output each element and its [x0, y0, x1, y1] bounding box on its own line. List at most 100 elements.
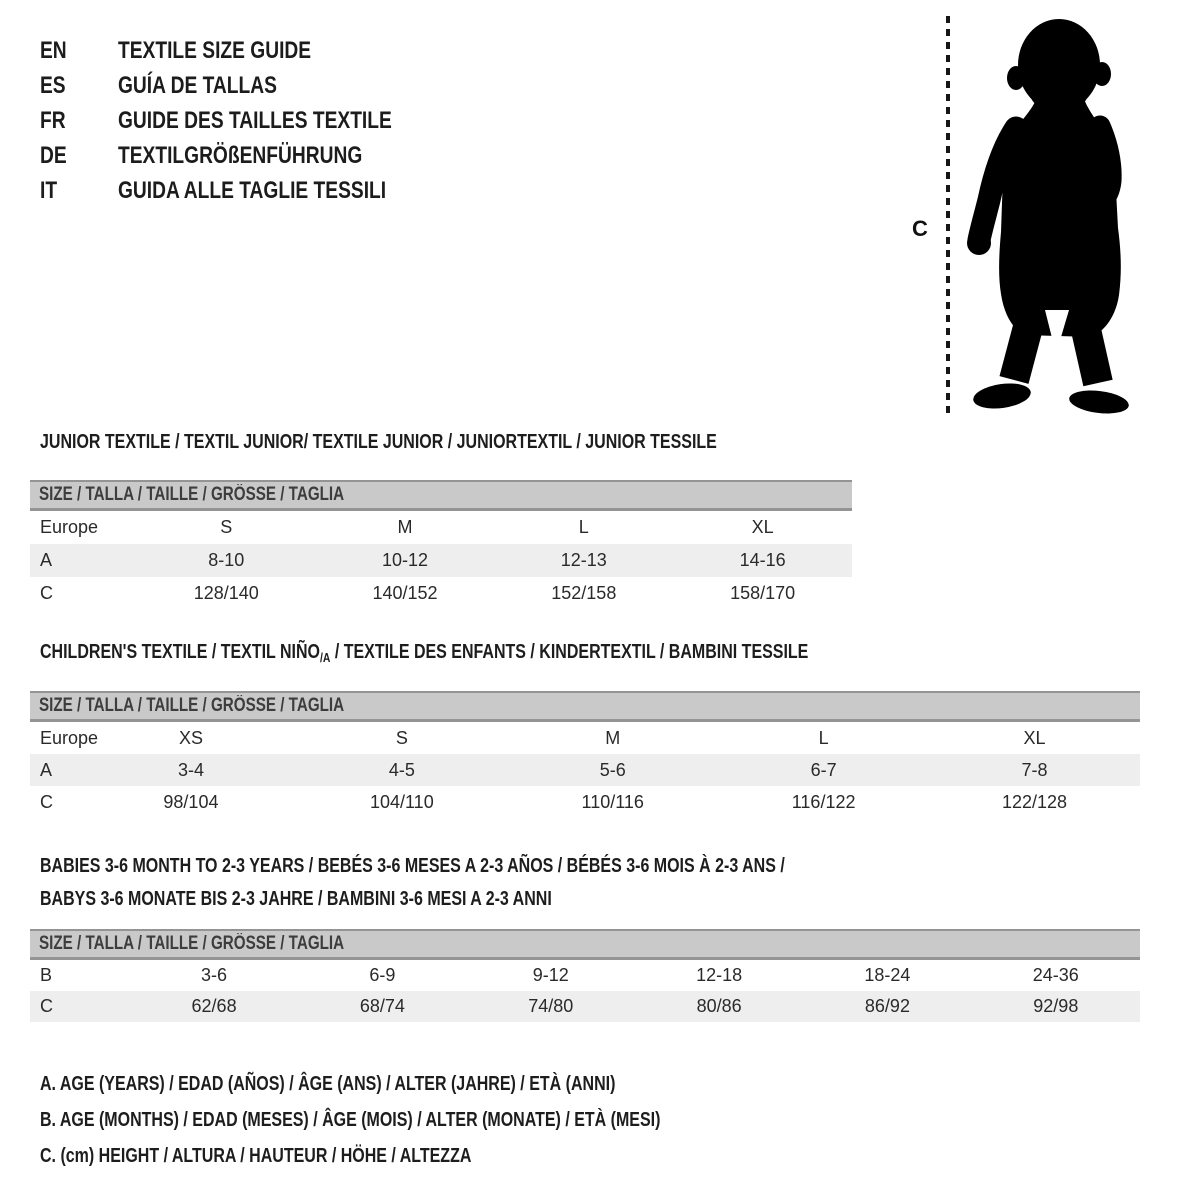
size-header-label: SIZE / TALLA / TAILLE / GRÖSSE / TAGLIA [39, 484, 345, 505]
language-code: DE [40, 141, 67, 169]
size-value: 158/170 [730, 583, 796, 603]
size-value: 74/80 [528, 996, 574, 1016]
table-row: A 8-10 10-12 12-13 14-16 [30, 544, 852, 577]
children-title-post: / TEXTILE DES ENFANTS / KINDERTEXTIL / B… [330, 641, 809, 663]
table-row: C 98/104 104/110 110/116 116/122 122/128 [30, 786, 1140, 818]
size-table: Europe S M L XL A 8-10 10-12 12-13 14-16 C 128/140 1… [30, 511, 852, 610]
legend-b-text: B. AGE (MONTHS) / EDAD (MESES) / ÂGE (MO… [40, 1108, 661, 1131]
legend-c-text: C. (cm) HEIGHT / ALTURA / HAUTEUR / HÖHE… [40, 1144, 472, 1167]
size-value: 14-16 [739, 550, 786, 570]
junior-section-title: JUNIOR TEXTILE / TEXTIL JUNIOR/ TEXTILE … [40, 431, 886, 454]
size-value: XS [178, 727, 203, 748]
language-code: FR [40, 106, 66, 134]
row-label: Europe [40, 727, 99, 748]
size-value: 110/116 [581, 791, 644, 812]
legend-a-text: A. AGE (YEARS) / EDAD (AÑOS) / ÂGE (ANS)… [40, 1072, 616, 1095]
toddler-silhouette [966, 14, 1140, 416]
size-value: 80/86 [696, 996, 742, 1016]
guide-title: GUIDA ALLE TAGLIE TESSILI [118, 176, 387, 204]
size-value: 3-6 [201, 965, 228, 985]
size-value: 4-5 [388, 759, 415, 780]
row-label: C [40, 996, 53, 1016]
size-value: 152/158 [551, 583, 617, 603]
height-measure-dashed-line [946, 16, 950, 414]
children-size-table: SIZE / TALLA / TAILLE / GRÖSSE / TAGLIA … [30, 691, 1140, 818]
size-header-bar: SIZE / TALLA / TAILLE / GRÖSSE / TAGLIA [30, 480, 852, 511]
legend: A. AGE (YEARS) / EDAD (AÑOS) / ÂGE (ANS)… [40, 1066, 816, 1174]
size-value: 122/128 [1001, 791, 1068, 812]
size-value: M [397, 517, 413, 537]
size-value: 18-24 [864, 965, 911, 985]
size-header-label: SIZE / TALLA / TAILLE / GRÖSSE / TAGLIA [39, 695, 345, 716]
size-value: 86/92 [864, 996, 910, 1016]
size-value: 92/98 [1033, 996, 1079, 1016]
size-value: 8-10 [208, 550, 245, 570]
junior-size-table: SIZE / TALLA / TAILLE / GRÖSSE / TAGLIA … [30, 480, 852, 610]
table-row: Europe S M L XL [30, 511, 852, 544]
size-value: 12-13 [560, 550, 607, 570]
size-value: XL [751, 517, 774, 537]
toddler-silhouette-icon [967, 19, 1129, 414]
legend-line-a: A. AGE (YEARS) / EDAD (AÑOS) / ÂGE (ANS)… [40, 1066, 816, 1102]
size-value: 24-36 [1032, 965, 1079, 985]
row-label: C [40, 583, 53, 603]
language-code: ES [40, 71, 66, 99]
size-value: 6-9 [369, 965, 396, 985]
size-value: 5-6 [599, 759, 626, 780]
size-value: XL [1023, 727, 1046, 748]
guide-title: GUÍA DE TALLAS [118, 71, 277, 99]
language-row: IT GUIDA ALLE TAGLIE TESSILI [40, 173, 460, 208]
row-label: Europe [40, 517, 99, 537]
size-value: 7-8 [1021, 759, 1048, 780]
table-row: Europe XS S M L XL [30, 722, 1140, 754]
babies-section-title: BABIES 3-6 MONTH TO 2-3 YEARS / BEBÉS 3-… [40, 850, 971, 916]
guide-title: GUIDE DES TAILLES TEXTILE [118, 106, 392, 134]
legend-line-b: B. AGE (MONTHS) / EDAD (MESES) / ÂGE (MO… [40, 1102, 816, 1138]
language-code: EN [40, 36, 67, 64]
table-row: B 3-6 6-9 9-12 12-18 18-24 24-36 [30, 960, 1140, 991]
language-title-list: EN TEXTILE SIZE GUIDE ES GUÍA DE TALLAS … [40, 33, 460, 208]
language-row: EN TEXTILE SIZE GUIDE [40, 33, 460, 68]
size-value: M [605, 727, 621, 748]
babies-title-line1: BABIES 3-6 MONTH TO 2-3 YEARS / BEBÉS 3-… [40, 855, 785, 877]
guide-title: TEXTILE SIZE GUIDE [118, 36, 312, 64]
height-measure-label: C [912, 216, 928, 241]
row-label: A [40, 759, 53, 780]
junior-title-text: JUNIOR TEXTILE / TEXTIL JUNIOR/ TEXTILE … [40, 431, 717, 453]
size-header-label: SIZE / TALLA / TAILLE / GRÖSSE / TAGLIA [39, 933, 345, 954]
children-title-text: CHILDREN'S TEXTILE / TEXTIL NIÑO/A / TEX… [40, 641, 808, 665]
language-row: FR GUIDE DES TAILLES TEXTILE [40, 103, 460, 138]
children-section-title: CHILDREN'S TEXTILE / TEXTIL NIÑO/A / TEX… [40, 641, 1000, 665]
row-label: A [40, 550, 53, 570]
size-value: 128/140 [193, 583, 259, 603]
row-label: C [40, 791, 53, 812]
size-value: 98/104 [163, 791, 219, 812]
size-value: 10-12 [382, 550, 429, 570]
size-value: 104/110 [369, 791, 434, 812]
size-value: S [395, 727, 408, 748]
children-title-sub: /A [319, 650, 331, 665]
babies-title-line2: BABYS 3-6 MONATE BIS 2-3 JAHRE / BAMBINI… [40, 888, 552, 910]
size-header-bar: SIZE / TALLA / TAILLE / GRÖSSE / TAGLIA [30, 929, 1140, 960]
table-row: A 3-4 4-5 5-6 6-7 7-8 [30, 754, 1140, 786]
size-value: 68/74 [359, 996, 405, 1016]
legend-line-c: C. (cm) HEIGHT / ALTURA / HAUTEUR / HÖHE… [40, 1138, 816, 1174]
size-value: 62/68 [191, 996, 237, 1016]
table-row: C 128/140 140/152 152/158 158/170 [30, 577, 852, 610]
babies-size-table: SIZE / TALLA / TAILLE / GRÖSSE / TAGLIA … [30, 929, 1140, 1022]
size-value: 140/152 [372, 583, 438, 603]
guide-title: TEXTILGRÖßENFÜHRUNG [118, 141, 363, 169]
size-value: 6-7 [810, 759, 837, 780]
size-table: Europe XS S M L XL A 3-4 4-5 5-6 6-7 7-8 C 98/104 104/… [30, 722, 1140, 818]
row-label: B [40, 965, 53, 985]
table-row: C 62/68 68/74 74/80 80/86 86/92 92/98 [30, 991, 1140, 1022]
language-row: DE TEXTILGRÖßENFÜHRUNG [40, 138, 460, 173]
size-value: 12-18 [696, 965, 743, 985]
children-title-pre: CHILDREN'S TEXTILE / TEXTIL NIÑO [40, 641, 320, 663]
language-code: IT [40, 176, 58, 204]
size-value: L [578, 517, 589, 537]
size-value: L [818, 727, 829, 748]
size-header-bar: SIZE / TALLA / TAILLE / GRÖSSE / TAGLIA [30, 691, 1140, 722]
size-value: 9-12 [532, 965, 569, 985]
